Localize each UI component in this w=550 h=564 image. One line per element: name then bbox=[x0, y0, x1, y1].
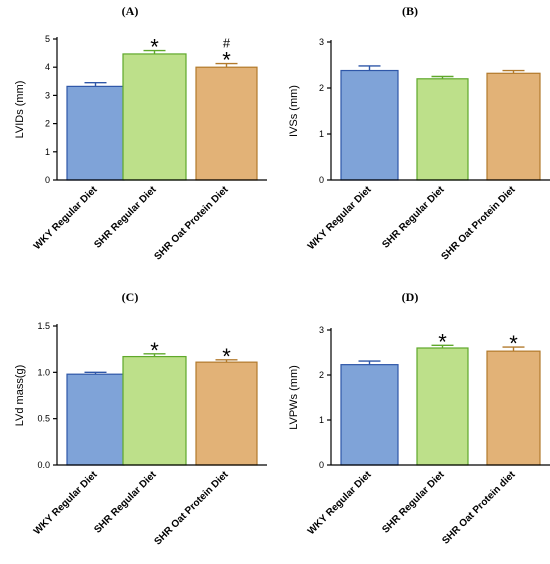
x-tick-label: SHR Oat Protein Diet bbox=[153, 469, 232, 548]
bar bbox=[195, 66, 258, 181]
x-tick-label: SHR Oat Protein diet bbox=[440, 469, 518, 547]
bar bbox=[122, 355, 187, 466]
panel-label: (C) bbox=[122, 290, 139, 304]
x-tick-label: WKY Regular Diet bbox=[306, 184, 374, 252]
chart-panel-3: (C) LVd mass(g) WKY Regular Diet * SHR Regul… bbox=[14, 290, 267, 547]
x-tick-label: SHR Regular Diet bbox=[92, 184, 159, 251]
y-tick-label: 1.0 bbox=[37, 367, 50, 377]
y-tick-label: 4 bbox=[45, 62, 50, 72]
y-tick-label: 2 bbox=[319, 83, 324, 93]
bar bbox=[340, 364, 399, 466]
x-tick-label: WKY Regular Diet bbox=[32, 469, 100, 537]
y-tick-label: 1 bbox=[319, 415, 324, 425]
y-axis-title: IVSs (mm) bbox=[288, 85, 300, 137]
bar bbox=[416, 347, 469, 466]
y-tick-label: 5 bbox=[45, 34, 50, 44]
y-tick-label: 2 bbox=[319, 370, 324, 380]
x-tick-label: SHR Oat Protein Diet bbox=[440, 184, 519, 263]
significance-star: * bbox=[222, 344, 231, 369]
significance-star: * bbox=[509, 331, 518, 356]
y-tick-label: 1 bbox=[45, 147, 50, 157]
y-tick-label: 3 bbox=[45, 90, 50, 100]
bar bbox=[122, 53, 187, 181]
bar bbox=[340, 69, 399, 181]
bar bbox=[416, 78, 469, 181]
y-tick-label: 3 bbox=[319, 37, 324, 47]
y-tick-label: 1 bbox=[319, 129, 324, 139]
y-tick-label: 0.0 bbox=[37, 460, 50, 470]
x-tick-label: SHR Oat Protein Diet bbox=[153, 184, 232, 263]
significance-star: * bbox=[438, 329, 447, 354]
x-tick-label: SHR Regular Diet bbox=[380, 184, 447, 251]
y-axis-title: LVIDs (mm) bbox=[14, 81, 26, 139]
x-tick-label: SHR Regular Diet bbox=[380, 469, 447, 536]
bar bbox=[66, 85, 125, 181]
bar bbox=[486, 72, 541, 181]
bar bbox=[486, 350, 541, 466]
panel-label: (D) bbox=[402, 290, 419, 304]
bar bbox=[195, 361, 258, 466]
chart-panel-2: (B) IVSs (mm) WKY Regular Diet SHR Regular … bbox=[288, 4, 550, 262]
chart-panel-1: (A) LVIDs (mm) WKY Regular Diet * SHR Regula… bbox=[14, 4, 267, 262]
y-tick-label: 2 bbox=[45, 119, 50, 129]
panel-label: (A) bbox=[122, 4, 139, 18]
significance-hash: # bbox=[223, 36, 231, 51]
x-tick-label: WKY Regular Diet bbox=[32, 184, 100, 252]
significance-star: * bbox=[150, 338, 159, 363]
significance-star: * bbox=[150, 35, 159, 60]
y-tick-label: 1.5 bbox=[37, 321, 50, 331]
y-axis-title: LVPWs (mm) bbox=[288, 365, 300, 430]
y-tick-label: 0.5 bbox=[37, 414, 50, 424]
y-tick-label: 0 bbox=[45, 175, 50, 185]
panel-label: (B) bbox=[402, 4, 418, 18]
y-tick-label: 3 bbox=[319, 325, 324, 335]
y-tick-label: 0 bbox=[319, 460, 324, 470]
bar bbox=[66, 373, 125, 466]
significance-star: * bbox=[222, 48, 231, 73]
x-tick-label: SHR Regular Diet bbox=[92, 469, 159, 536]
y-axis-title: LVd mass(g) bbox=[14, 365, 26, 427]
chart-panel-4: (D) LVPWs (mm) WKY Regular Diet * SHR Regula… bbox=[288, 290, 550, 547]
y-tick-label: 0 bbox=[319, 175, 324, 185]
x-tick-label: WKY Regular Diet bbox=[306, 469, 374, 537]
